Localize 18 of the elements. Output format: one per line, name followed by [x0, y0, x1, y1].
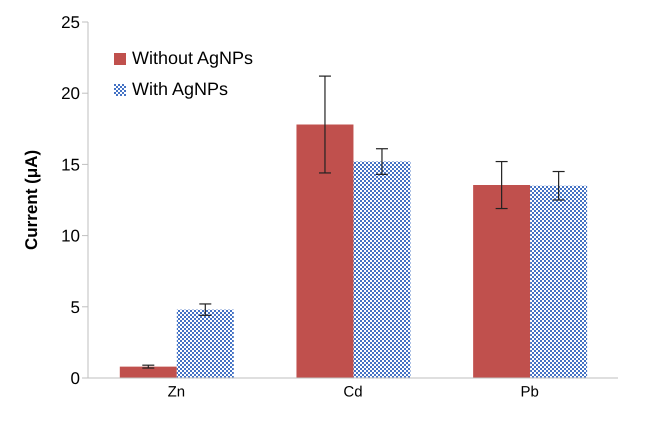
bar: [296, 124, 354, 378]
x-tick-label: Pb: [520, 384, 539, 401]
legend-label: With AgNPs: [132, 79, 228, 100]
y-tick-label: 25: [61, 13, 80, 32]
x-tick-label: Cd: [343, 384, 363, 401]
y-axis-title: Current (μA): [22, 150, 42, 250]
y-tick-label: 0: [70, 369, 80, 388]
y-tick-label: 10: [61, 226, 80, 246]
bar: [473, 185, 530, 378]
bar: [353, 162, 410, 378]
bar: [176, 310, 234, 378]
legend-label: Without AgNPs: [132, 48, 254, 69]
x-tick-label: Zn: [168, 384, 186, 401]
y-tick-label: 5: [70, 298, 80, 317]
bar: [530, 186, 588, 378]
y-tick-label: 15: [61, 155, 80, 174]
y-tick-label: 20: [61, 84, 80, 104]
bar: [120, 366, 177, 378]
